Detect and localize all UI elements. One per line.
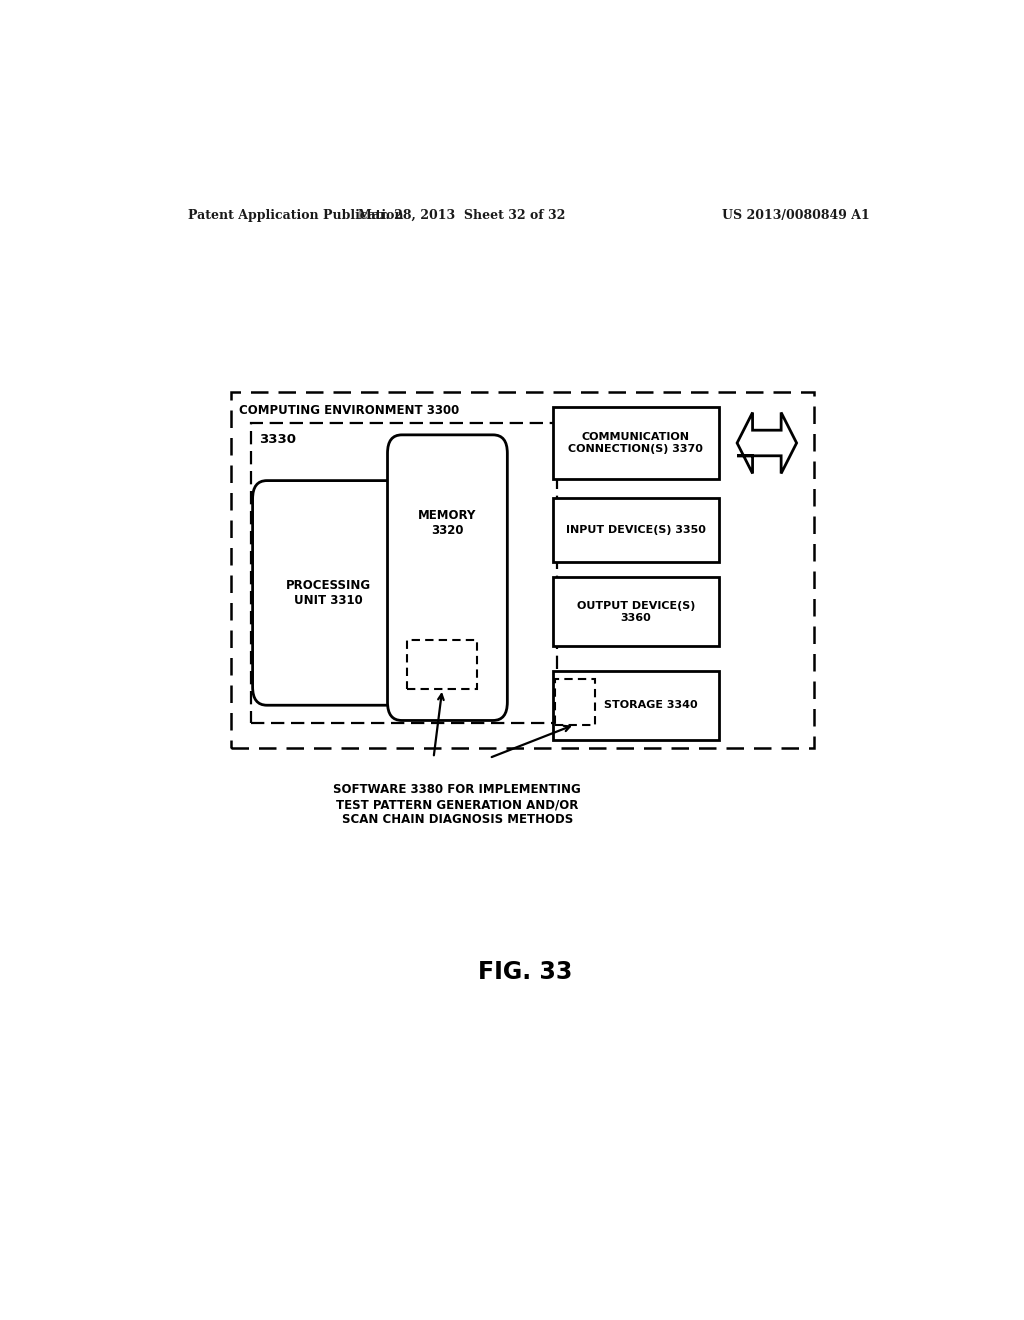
Text: OUTPUT DEVICE(S)
3360: OUTPUT DEVICE(S) 3360 — [577, 601, 695, 623]
Text: COMPUTING ENVIRONMENT 3300: COMPUTING ENVIRONMENT 3300 — [240, 404, 460, 417]
Text: US 2013/0080849 A1: US 2013/0080849 A1 — [722, 209, 870, 222]
Text: FIG. 33: FIG. 33 — [477, 960, 572, 983]
FancyBboxPatch shape — [253, 480, 404, 705]
Text: SOFTWARE 3380 FOR IMPLEMENTING
TEST PATTERN GENERATION AND/OR
SCAN CHAIN DIAGNOS: SOFTWARE 3380 FOR IMPLEMENTING TEST PATT… — [334, 784, 582, 826]
Text: MEMORY
3320: MEMORY 3320 — [418, 510, 476, 537]
Bar — [553, 408, 719, 479]
Bar — [553, 671, 719, 739]
Bar — [555, 678, 595, 725]
Bar — [251, 422, 557, 722]
Text: Patent Application Publication: Patent Application Publication — [187, 209, 403, 222]
Polygon shape — [737, 412, 797, 474]
Text: INPUT DEVICE(S) 3350: INPUT DEVICE(S) 3350 — [566, 525, 706, 535]
Bar — [553, 498, 719, 562]
Bar — [553, 577, 719, 647]
Bar — [231, 392, 814, 748]
Bar — [408, 640, 477, 689]
FancyBboxPatch shape — [387, 434, 507, 721]
Text: PROCESSING
UNIT 3310: PROCESSING UNIT 3310 — [286, 579, 371, 607]
Text: 3330: 3330 — [259, 433, 296, 446]
Text: Mar. 28, 2013  Sheet 32 of 32: Mar. 28, 2013 Sheet 32 of 32 — [357, 209, 565, 222]
Text: STORAGE 3340: STORAGE 3340 — [604, 700, 697, 710]
Text: COMMUNICATION
CONNECTION(S) 3370: COMMUNICATION CONNECTION(S) 3370 — [568, 432, 703, 454]
